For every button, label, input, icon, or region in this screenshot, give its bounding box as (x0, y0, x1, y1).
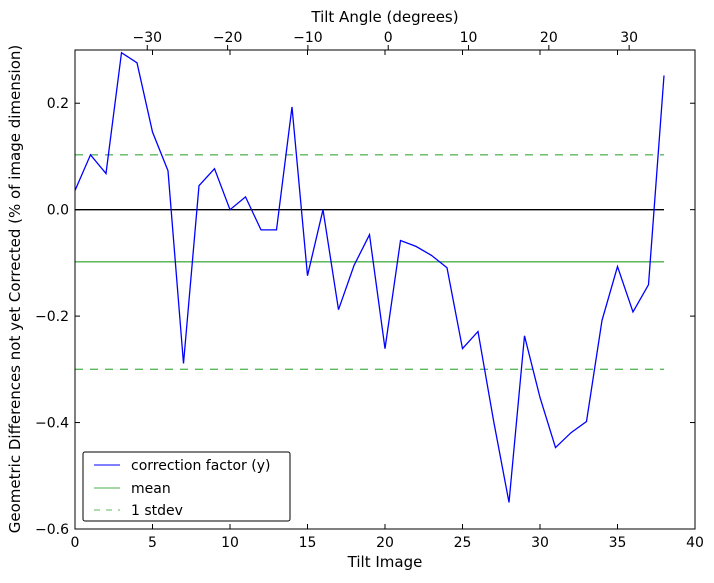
y-tick-label: −0.2 (35, 309, 69, 325)
x-axis-label: Tilt Image (347, 553, 423, 571)
legend-label-mean: mean (131, 481, 171, 497)
y-tick-label: −0.6 (35, 522, 69, 538)
legend-label-correction: correction factor (y) (131, 458, 270, 474)
y-tick-label: 0.0 (47, 203, 69, 219)
series-line-correction-factor-y (74, 51, 665, 503)
x-tick-label: 30 (531, 535, 549, 551)
top-tick-label: 0 (384, 30, 393, 46)
y-tick-label: −0.4 (35, 416, 69, 432)
top-tick-label: −10 (293, 30, 323, 46)
top-tick-label: 10 (460, 30, 478, 46)
x-tick-label: 15 (299, 535, 317, 551)
x-tick-label: 5 (148, 535, 157, 551)
top-tick-label: 20 (540, 30, 558, 46)
top-tick-label: −30 (133, 30, 163, 46)
y-axis-label: Geometric Differences not yet Corrected … (6, 45, 24, 534)
x-tick-label: 35 (609, 535, 627, 551)
x-tick-label: 25 (454, 535, 472, 551)
x-tick-label: 20 (376, 535, 394, 551)
legend: correction factor (y) mean 1 stdev (82, 451, 291, 522)
legend-label-stdev: 1 stdev (131, 503, 183, 519)
legend-box (82, 451, 291, 522)
x-tick-label: 0 (71, 535, 80, 551)
top-axis-label: Tilt Angle (degrees) (310, 8, 458, 26)
y-tick-label: 0.2 (47, 96, 69, 112)
top-tick-label: 30 (620, 30, 638, 46)
top-tick-label: −20 (213, 30, 243, 46)
x-tick-label: 40 (686, 535, 704, 551)
x-tick-label: 10 (221, 535, 239, 551)
